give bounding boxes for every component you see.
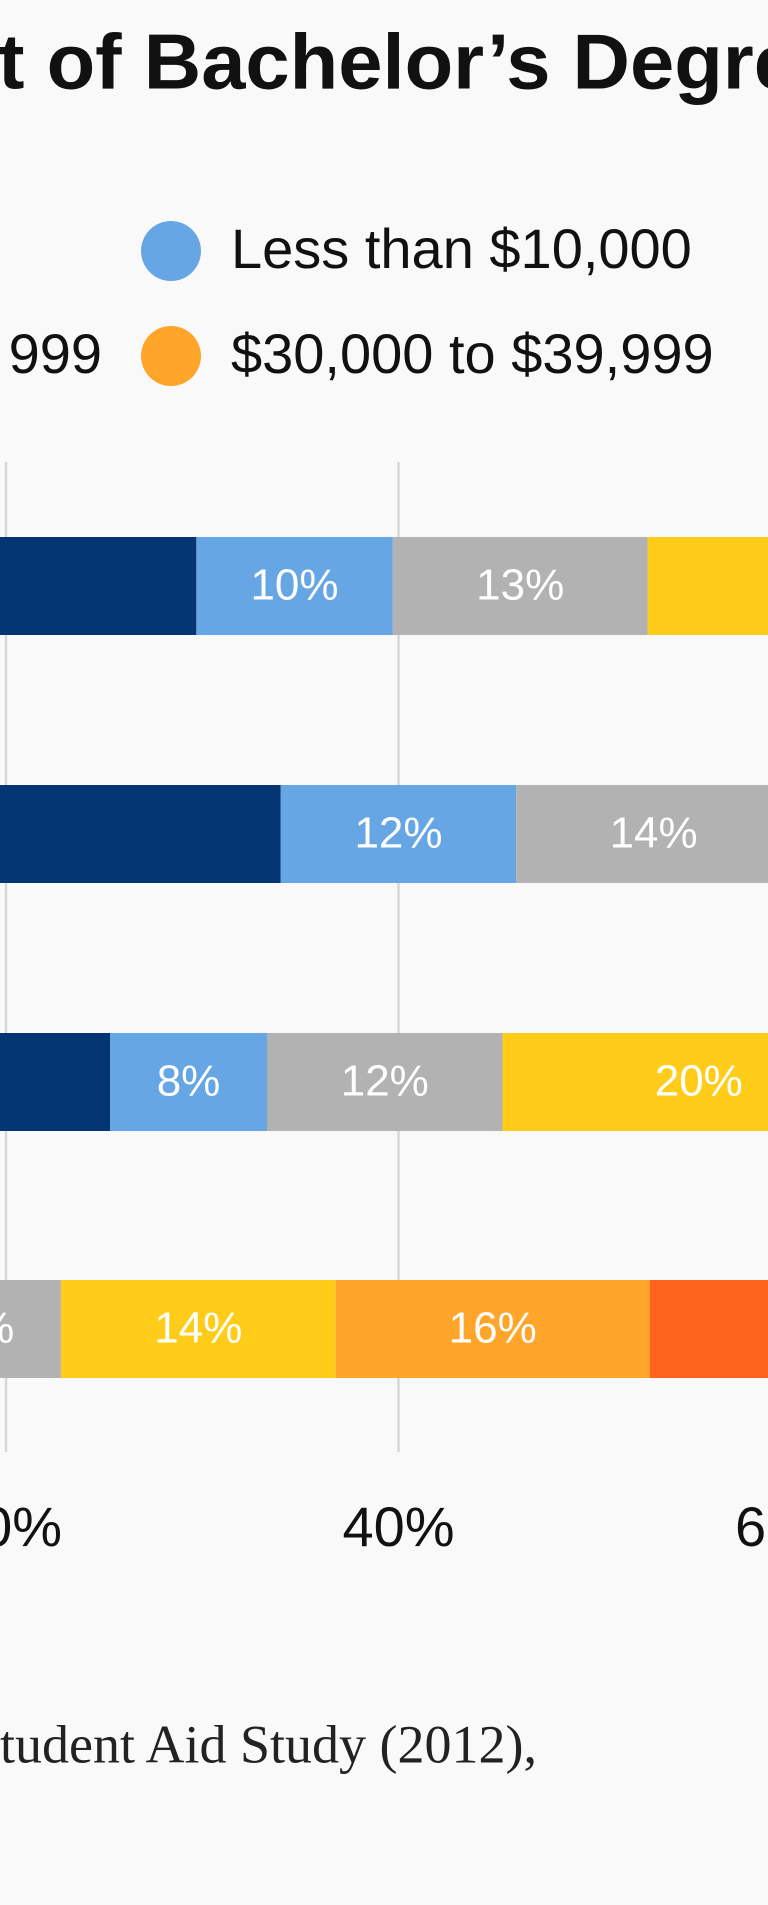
legend-label: Less than $10,000 (231, 217, 692, 280)
bar-segment (647, 537, 768, 635)
data-label: 8% (157, 1057, 221, 1106)
bar-segment (0, 1033, 111, 1131)
data-label: 12% (354, 809, 442, 858)
bar-segment (110, 1033, 268, 1131)
bar-segment (502, 1033, 768, 1131)
bar-segment (0, 1280, 61, 1378)
data-label: 14% (154, 1304, 242, 1353)
bar-segment (0, 537, 197, 635)
data-label: 14% (610, 809, 698, 858)
bar-segment (0, 785, 281, 883)
legend-swatch (141, 326, 201, 386)
bar-segment (335, 1280, 650, 1378)
footnote: tudent Aid Study (2012), (0, 1714, 537, 1774)
legend-label: 999 (9, 322, 102, 385)
x-tick-label: 20% (0, 1495, 62, 1558)
bar-segment (649, 1280, 768, 1378)
bar-segment (280, 785, 517, 883)
chart-title: t of Bachelor’s Degre (0, 18, 768, 106)
bar-segment (267, 1033, 503, 1131)
x-tick-label: 60% (735, 1495, 768, 1558)
legend-swatch (141, 221, 201, 281)
bar-segment (392, 537, 648, 635)
x-tick-label: 40% (342, 1495, 454, 1558)
bar-segment (60, 1280, 336, 1378)
bar-segment (196, 537, 393, 635)
bar-segment (516, 785, 768, 883)
legend-label: $30,000 to $39,999 (231, 322, 714, 385)
data-label: 20% (655, 1057, 743, 1106)
data-label: 13% (476, 561, 564, 610)
data-label: 12% (341, 1057, 429, 1106)
data-label: 16% (449, 1304, 537, 1353)
data-label: 8% (0, 1304, 14, 1353)
data-label: 10% (250, 561, 338, 610)
